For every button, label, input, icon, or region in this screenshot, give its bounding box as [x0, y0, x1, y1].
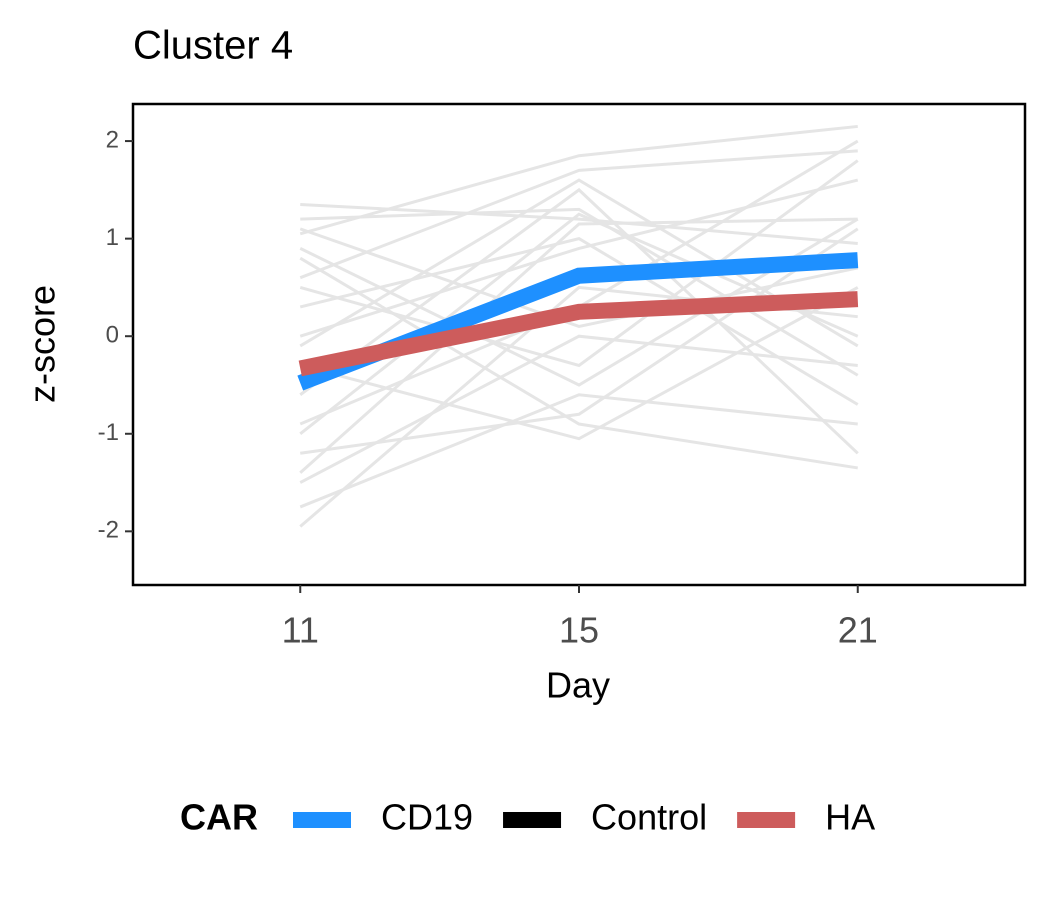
background-line — [299, 178, 859, 338]
legend-label: Control — [591, 797, 707, 838]
y-tick-label: 0 — [106, 322, 119, 349]
series-line — [298, 291, 859, 377]
background-line — [299, 393, 858, 509]
y-tick-label: -1 — [98, 419, 119, 446]
y-tick-label: 2 — [106, 126, 119, 153]
background-line — [299, 178, 859, 348]
background-line — [300, 202, 858, 246]
background-line — [299, 124, 858, 236]
y-axis-label: z-score — [22, 285, 63, 403]
background-line — [299, 237, 859, 406]
background-line — [299, 187, 859, 455]
legend: CAR CD19 Control HA — [180, 797, 875, 838]
x-tick-label: 21 — [838, 610, 878, 651]
panel-border — [131, 102, 1027, 587]
plot-area — [297, 124, 859, 528]
background-line — [299, 227, 859, 329]
background-line — [300, 207, 859, 377]
chart-title: Cluster 4 — [133, 24, 293, 68]
background-line — [299, 285, 858, 528]
background-line — [299, 334, 858, 484]
x-tick-label: 15 — [559, 610, 599, 651]
legend-label: HA — [825, 797, 875, 838]
background-line — [299, 149, 858, 280]
x-axis-label: Day — [546, 665, 610, 706]
x-tick-label: 11 — [282, 610, 319, 651]
y-tick-label: -2 — [98, 517, 119, 544]
background-line — [299, 159, 859, 368]
background-line — [299, 217, 858, 474]
legend-label: CD19 — [381, 797, 473, 838]
legend-title: CAR — [180, 797, 258, 838]
y-tick-label: 1 — [106, 224, 119, 251]
background-line — [299, 217, 859, 387]
